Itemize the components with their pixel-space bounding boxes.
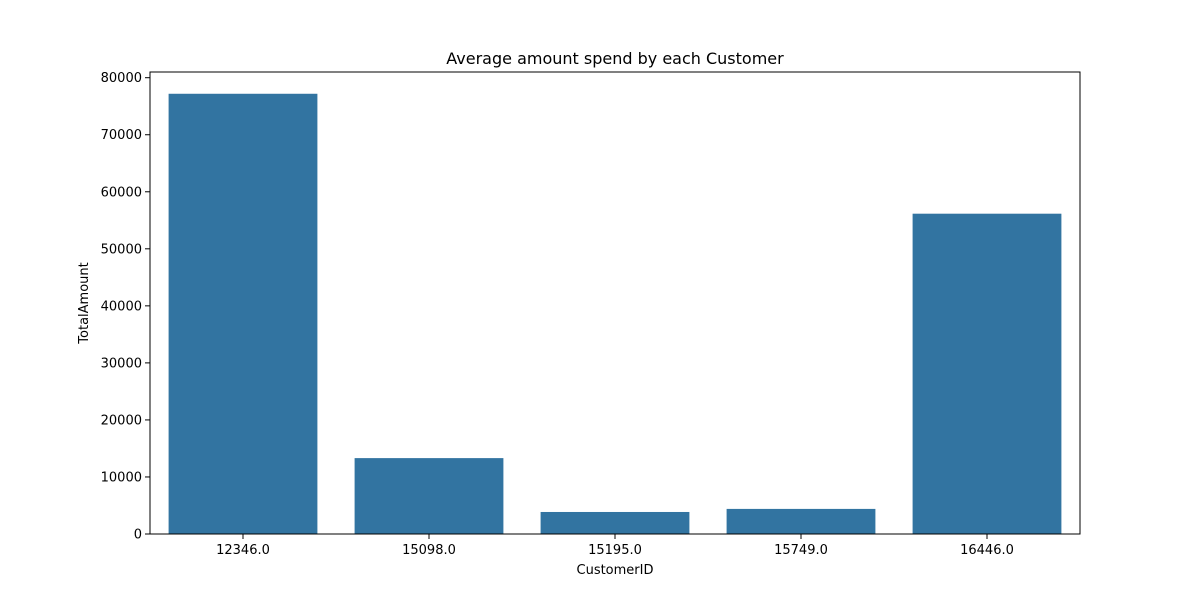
y-tick-label: 70000 — [101, 128, 142, 143]
y-tick-label: 20000 — [101, 413, 142, 428]
x-tick-label: 15098.0 — [402, 543, 456, 558]
bars-layer — [168, 93, 1062, 535]
y-tick-label: 10000 — [101, 470, 142, 485]
x-axis-label: CustomerID — [577, 563, 654, 578]
y-tick-label: 50000 — [101, 242, 142, 257]
y-axis-label: TotalAmount — [77, 262, 92, 344]
y-axis: 0 10000 20000 30000 40000 50000 60000 70000 8000… — [101, 71, 150, 543]
plot-frame — [149, 71, 1081, 535]
bar-12346.0 — [168, 93, 318, 535]
bar-15195.0 — [540, 511, 690, 534]
y-tick-label: 0 — [134, 528, 142, 543]
x-tick-label: 16446.0 — [960, 543, 1014, 558]
bar-16446.0 — [912, 213, 1062, 534]
x-tick-label: 15195.0 — [588, 543, 642, 558]
y-tick-label: 80000 — [101, 71, 142, 86]
y-tick-label: 30000 — [101, 356, 142, 371]
x-tick-label: 15749.0 — [774, 543, 828, 558]
bar-15098.0 — [354, 458, 504, 534]
y-tick-label: 60000 — [101, 185, 142, 200]
x-axis: 12346.0 15098.0 15195.0 15749.0 16446.0 — [216, 534, 1014, 558]
chart-title: Average amount spend by each Customer — [446, 49, 784, 68]
bar-15749.0 — [726, 508, 876, 534]
y-tick-label: 40000 — [101, 299, 142, 314]
x-tick-label: 12346.0 — [216, 543, 270, 558]
